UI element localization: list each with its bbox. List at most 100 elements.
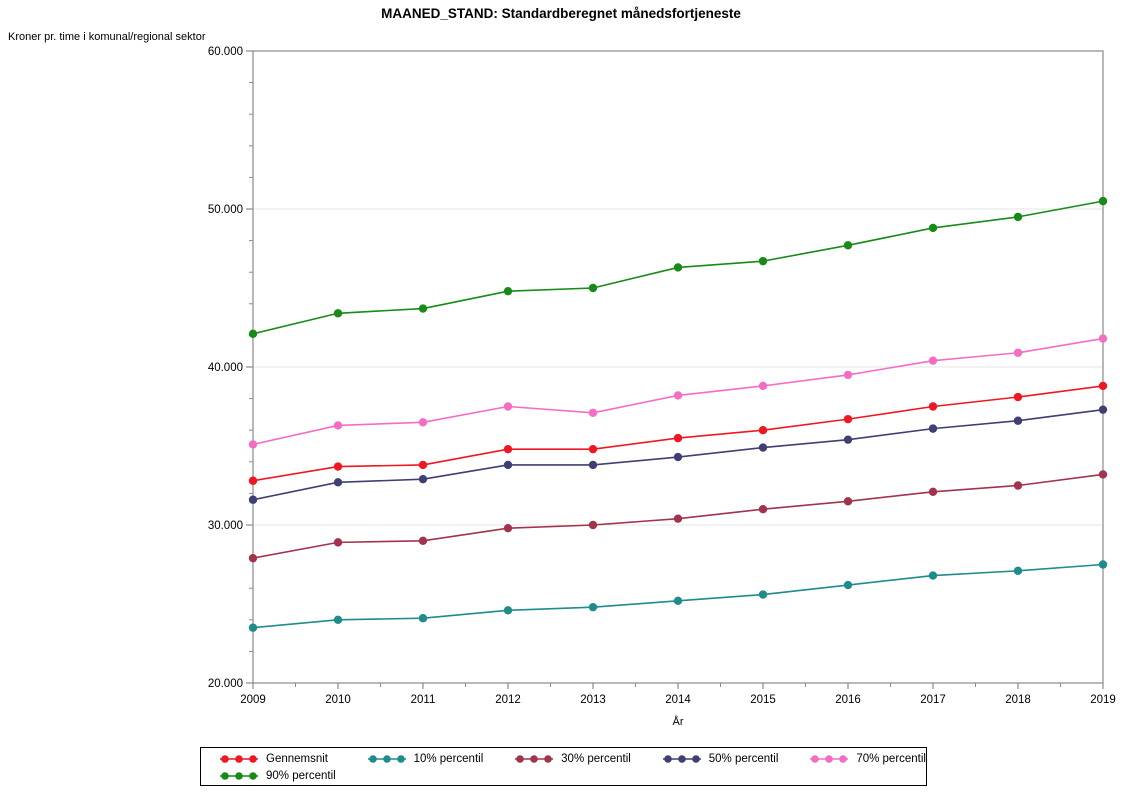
legend-label: 70% percentil	[856, 753, 926, 765]
data-point	[843, 497, 853, 506]
legend-row: Gennemsnit 10% percentil 30% percentil 50% …	[219, 751, 926, 767]
data-point	[503, 606, 513, 615]
data-point	[673, 391, 683, 400]
x-tick-label: 2017	[920, 694, 946, 706]
series-30-percentil	[248, 470, 1108, 563]
legend-item-90-percentil: 90% percentil	[219, 770, 336, 782]
data-point	[1098, 405, 1108, 414]
data-point	[588, 408, 598, 418]
data-point	[503, 523, 513, 533]
data-point	[1013, 566, 1023, 576]
data-point	[503, 402, 513, 411]
data-point	[333, 462, 343, 471]
data-point	[928, 356, 938, 365]
data-point	[928, 402, 938, 411]
data-point	[673, 263, 683, 272]
data-point	[418, 536, 428, 545]
data-point	[588, 520, 598, 530]
legend-item-gennemsnit: Gennemsnit	[219, 753, 367, 765]
gridlines	[253, 208, 1103, 526]
legend-label: 30% percentil	[561, 753, 631, 765]
data-point	[843, 414, 853, 424]
data-point	[928, 223, 938, 233]
data-point	[1098, 381, 1108, 391]
legend-row: 90% percentil	[219, 768, 926, 784]
data-point	[843, 370, 853, 380]
y-axis-title: Kroner pr. time i komunal/regional sekto…	[8, 31, 206, 43]
data-point	[248, 495, 258, 504]
legend-item-50-percentil: 50% percentil	[662, 753, 810, 765]
series-70-percentil	[248, 334, 1108, 449]
series-line	[252, 385, 1104, 482]
data-point	[248, 553, 258, 563]
data-point	[588, 460, 598, 470]
data-point	[758, 256, 768, 266]
data-point	[588, 444, 598, 454]
x-tick-label: 2015	[750, 694, 776, 706]
legend-label: 50% percentil	[708, 753, 779, 765]
data-point	[248, 623, 258, 632]
x-tick-label: 2012	[495, 694, 521, 706]
data-point	[1098, 560, 1108, 569]
legend: Gennemsnit 10% percentil 30% percentil 50% …	[200, 747, 927, 786]
data-point	[758, 590, 768, 599]
data-point	[928, 424, 938, 433]
data-point	[1098, 334, 1108, 343]
legend-marker-icon	[515, 755, 554, 763]
y-tick-label: 40.000	[208, 362, 243, 374]
data-point	[333, 421, 343, 430]
data-point	[588, 602, 598, 612]
data-point	[1098, 196, 1108, 206]
data-point	[673, 452, 683, 462]
chart-title: MAANED_STAND: Standardberegnet månedsfor…	[381, 6, 741, 21]
data-point	[758, 505, 768, 514]
data-point	[248, 440, 258, 449]
legend-label: Gennemsnit	[266, 753, 329, 765]
data-point	[673, 596, 683, 606]
series-gennemsnit	[248, 381, 1108, 485]
data-point	[673, 433, 683, 443]
data-point	[503, 460, 513, 470]
legend-marker-icon	[810, 755, 849, 763]
x-axis-title: År	[672, 716, 684, 728]
x-tick-label: 2011	[411, 694, 436, 706]
y-tick-label: 50.000	[208, 204, 243, 216]
data-point	[333, 309, 343, 318]
data-point	[503, 286, 513, 296]
series-line	[252, 563, 1104, 629]
data-point	[248, 476, 258, 485]
data-point	[418, 474, 428, 484]
legend-label: 10% percentil	[413, 753, 484, 765]
data-point	[758, 381, 768, 391]
data-point	[418, 418, 428, 427]
x-tick-label: 2016	[835, 694, 861, 706]
data-point	[418, 614, 428, 623]
legend-marker-icon	[367, 755, 406, 763]
legend-item-70-percentil: 70% percentil	[809, 753, 926, 765]
data-point	[1013, 348, 1023, 357]
data-point	[333, 615, 343, 624]
series-50-percentil	[248, 405, 1108, 504]
legend-item-10-percentil: 10% percentil	[367, 753, 515, 765]
data-point	[1013, 416, 1023, 425]
x-tick-label: 2010	[325, 694, 351, 706]
x-tick-label: 2013	[580, 694, 606, 706]
y-tick-label: 60.000	[208, 46, 243, 58]
data-point	[928, 571, 938, 580]
data-point	[843, 435, 853, 444]
x-tick-label: 2019	[1090, 694, 1116, 706]
data-point	[758, 426, 768, 435]
data-point	[503, 444, 513, 454]
data-point	[248, 329, 258, 339]
x-tick-label: 2014	[665, 694, 691, 706]
data-point	[333, 478, 343, 487]
series-90-percentil	[248, 196, 1108, 339]
y-tick-label: 20.000	[208, 678, 243, 690]
y-tick-label: 30.000	[208, 520, 243, 532]
data-point	[673, 514, 683, 523]
data-point	[928, 487, 938, 497]
data-point	[1098, 470, 1108, 479]
legend-marker-icon	[220, 772, 258, 780]
